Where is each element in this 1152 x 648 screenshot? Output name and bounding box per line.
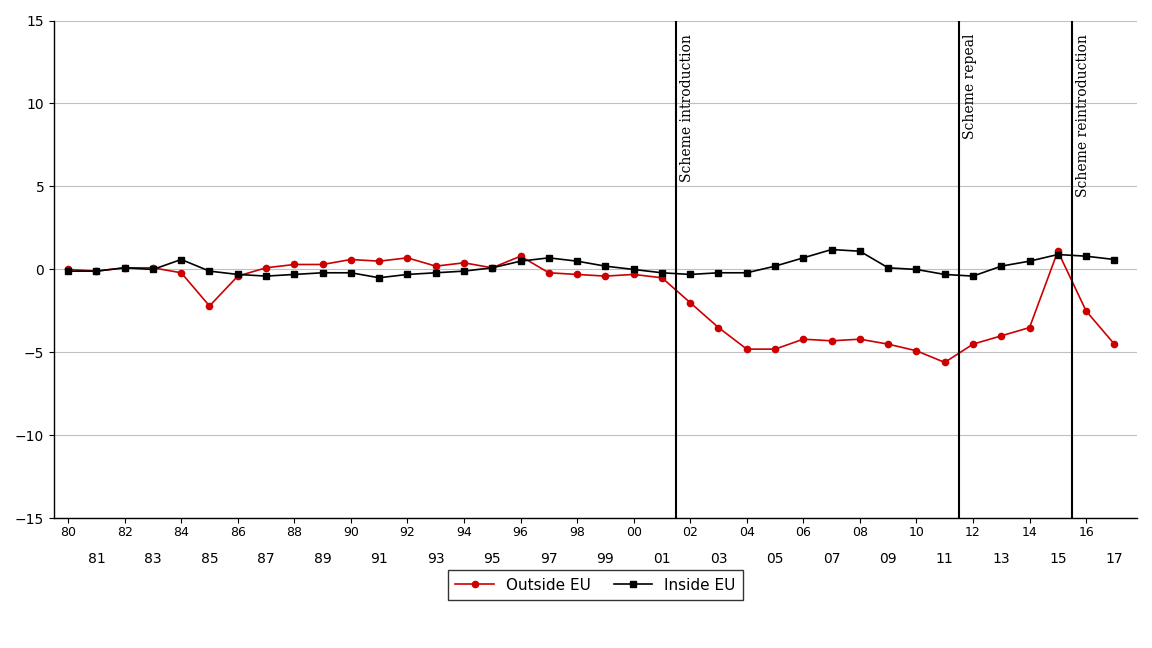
Outside EU bbox=[541, 269, 555, 277]
Inside EU bbox=[61, 267, 75, 275]
Inside EU bbox=[514, 257, 528, 265]
Line: Outside EU: Outside EU bbox=[65, 248, 1117, 365]
Inside EU bbox=[203, 267, 217, 275]
Outside EU bbox=[287, 260, 301, 268]
Outside EU bbox=[740, 345, 753, 353]
Inside EU bbox=[852, 248, 866, 255]
Inside EU bbox=[1107, 255, 1121, 263]
Outside EU bbox=[570, 271, 584, 279]
Outside EU bbox=[599, 272, 613, 280]
Inside EU bbox=[994, 262, 1008, 270]
Inside EU bbox=[570, 257, 584, 265]
Inside EU bbox=[825, 246, 839, 253]
Outside EU bbox=[485, 264, 499, 272]
Inside EU bbox=[287, 271, 301, 279]
Inside EU bbox=[344, 269, 358, 277]
Outside EU bbox=[118, 264, 131, 272]
Inside EU bbox=[372, 274, 386, 282]
Inside EU bbox=[683, 271, 697, 279]
Inside EU bbox=[1079, 252, 1093, 260]
Outside EU bbox=[174, 269, 188, 277]
Inside EU bbox=[796, 254, 810, 262]
Outside EU bbox=[768, 345, 782, 353]
Inside EU bbox=[174, 255, 188, 263]
Inside EU bbox=[1023, 257, 1037, 265]
Outside EU bbox=[881, 340, 895, 348]
Outside EU bbox=[655, 274, 669, 282]
Inside EU bbox=[712, 269, 726, 277]
Outside EU bbox=[203, 302, 217, 310]
Inside EU bbox=[910, 266, 924, 273]
Legend: Outside EU, Inside EU: Outside EU, Inside EU bbox=[448, 570, 743, 601]
Outside EU bbox=[401, 254, 415, 262]
Outside EU bbox=[259, 264, 273, 272]
Outside EU bbox=[1079, 307, 1093, 315]
Inside EU bbox=[259, 272, 273, 280]
Inside EU bbox=[457, 267, 471, 275]
Inside EU bbox=[146, 266, 160, 273]
Outside EU bbox=[457, 259, 471, 267]
Inside EU bbox=[90, 267, 104, 275]
Inside EU bbox=[316, 269, 329, 277]
Outside EU bbox=[967, 340, 980, 348]
Outside EU bbox=[1023, 323, 1037, 331]
Outside EU bbox=[825, 337, 839, 345]
Outside EU bbox=[344, 255, 358, 263]
Outside EU bbox=[316, 260, 329, 268]
Inside EU bbox=[401, 271, 415, 279]
Outside EU bbox=[514, 252, 528, 260]
Inside EU bbox=[881, 264, 895, 272]
Inside EU bbox=[599, 262, 613, 270]
Inside EU bbox=[118, 264, 131, 272]
Outside EU bbox=[61, 266, 75, 273]
Outside EU bbox=[994, 332, 1008, 340]
Inside EU bbox=[967, 272, 980, 280]
Outside EU bbox=[683, 299, 697, 307]
Outside EU bbox=[372, 257, 386, 265]
Line: Inside EU: Inside EU bbox=[65, 246, 1117, 281]
Outside EU bbox=[1051, 248, 1064, 255]
Inside EU bbox=[429, 269, 442, 277]
Outside EU bbox=[230, 272, 244, 280]
Text: Scheme reintroduction: Scheme reintroduction bbox=[1076, 34, 1090, 196]
Outside EU bbox=[796, 335, 810, 343]
Inside EU bbox=[627, 266, 641, 273]
Outside EU bbox=[429, 262, 442, 270]
Inside EU bbox=[938, 271, 952, 279]
Inside EU bbox=[655, 269, 669, 277]
Outside EU bbox=[938, 358, 952, 366]
Outside EU bbox=[627, 271, 641, 279]
Outside EU bbox=[712, 323, 726, 331]
Outside EU bbox=[146, 264, 160, 272]
Text: Scheme introduction: Scheme introduction bbox=[681, 34, 695, 181]
Inside EU bbox=[541, 254, 555, 262]
Inside EU bbox=[768, 262, 782, 270]
Inside EU bbox=[740, 269, 753, 277]
Outside EU bbox=[852, 335, 866, 343]
Inside EU bbox=[1051, 251, 1064, 259]
Inside EU bbox=[485, 264, 499, 272]
Outside EU bbox=[1107, 340, 1121, 348]
Text: Scheme repeal: Scheme repeal bbox=[963, 34, 977, 139]
Outside EU bbox=[90, 267, 104, 275]
Inside EU bbox=[230, 271, 244, 279]
Outside EU bbox=[910, 347, 924, 354]
